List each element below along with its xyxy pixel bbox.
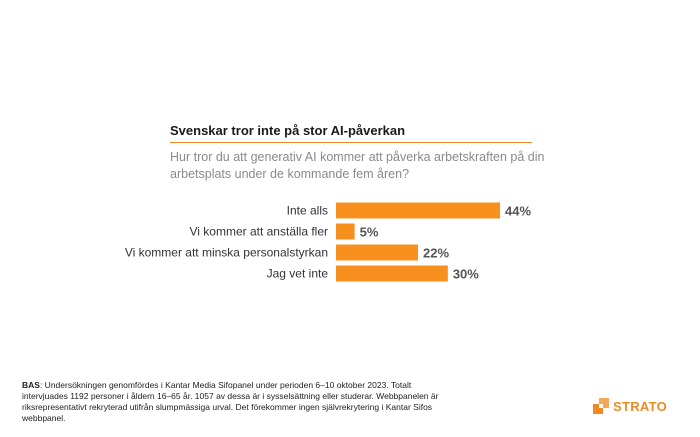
chart-subtitle: Hur tror du att generativ AI kommer att … [170,150,545,181]
category-label: Vi kommer att anställa fler [190,225,329,239]
value-label: 44% [505,204,531,219]
bar [336,244,418,261]
title-divider [170,142,532,143]
strato-logo-icon [593,398,609,414]
footnote: BAS: Undersökningen genomfördes i Kantar… [22,380,442,424]
strato-logo: STRATO [593,398,667,414]
category-label: Jag vet inte [267,267,329,281]
logo-text: STRATO [613,398,668,414]
value-label: 30% [453,267,479,282]
bar [336,265,448,282]
footnote-label: BAS [22,380,40,390]
footnote-text: : Undersökningen genomfördes i Kantar Me… [22,380,439,423]
chart-title: Svenskar tror inte på stor AI-påverkan [170,123,406,138]
value-label: 5% [360,225,379,240]
bar-chart: Inte alls 44% Vi kommer att anställa fler 5… [125,202,531,282]
category-label: Inte alls [287,204,328,218]
category-label: Vi kommer att minska personalstyrkan [125,246,328,260]
bar [336,202,500,219]
value-label: 22% [423,246,449,261]
bar [336,223,355,240]
